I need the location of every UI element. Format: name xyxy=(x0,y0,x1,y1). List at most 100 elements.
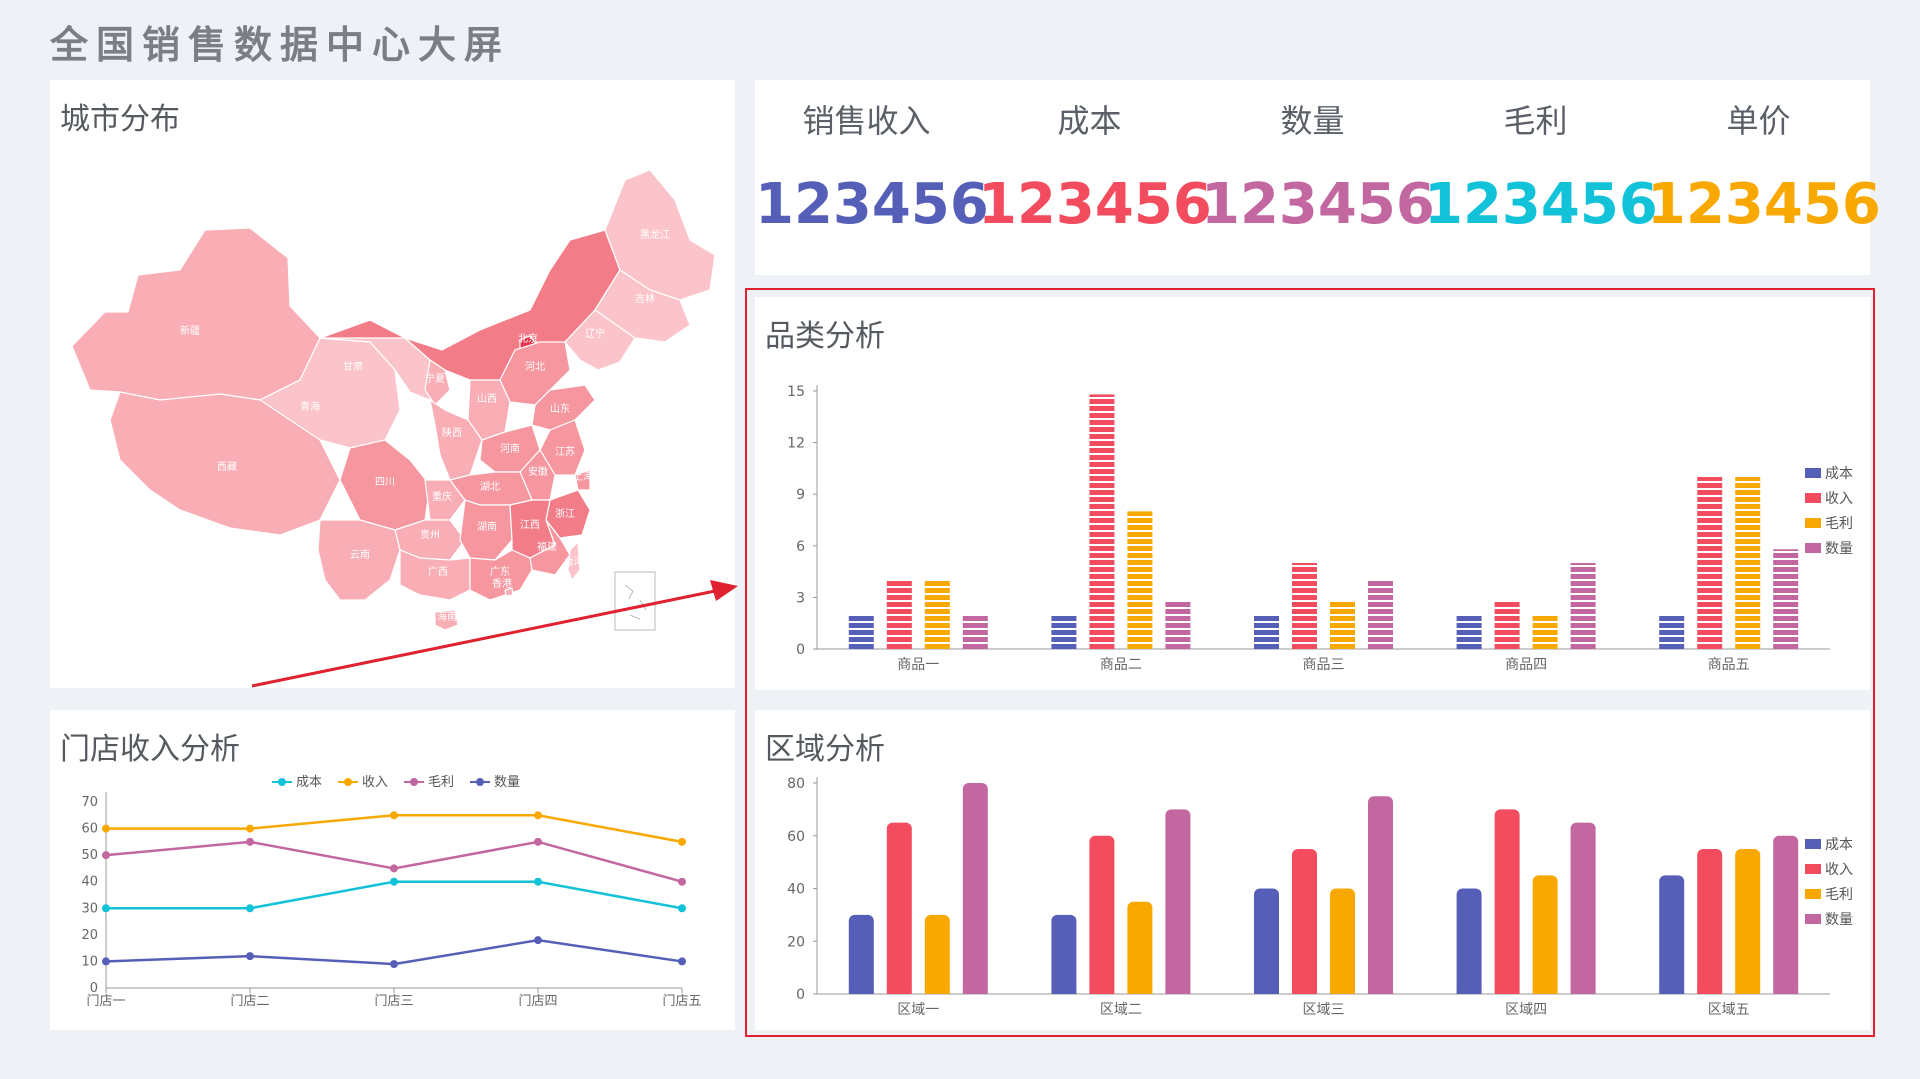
bar-segment xyxy=(1773,630,1799,635)
bar-segment xyxy=(1773,644,1799,649)
data-point xyxy=(534,877,542,886)
bar-segment xyxy=(924,623,950,628)
bar-segment xyxy=(1089,497,1115,502)
bar-成本 xyxy=(1254,888,1279,994)
province-label: 新疆 xyxy=(180,324,200,337)
province-label: 湖北 xyxy=(480,481,500,493)
province-label: 内蒙古 xyxy=(485,284,515,297)
bar-segment xyxy=(1773,574,1799,579)
bar-segment xyxy=(1089,455,1115,460)
bar-segment xyxy=(1089,399,1115,404)
bar-segment xyxy=(1735,574,1761,579)
bar-收入 xyxy=(886,822,912,994)
bar-segment xyxy=(1089,644,1115,649)
bar-segment xyxy=(1494,637,1520,642)
bar-segment xyxy=(1659,623,1685,628)
x-tick-label: 区域一 xyxy=(897,1002,939,1018)
legend-label: 成本 xyxy=(1825,466,1853,482)
bar-segment xyxy=(924,588,950,593)
bar-收入 xyxy=(1089,835,1115,994)
bar-数量 xyxy=(962,783,988,994)
bar-segment xyxy=(962,637,988,642)
bar-segment xyxy=(1089,420,1115,425)
bar-segment xyxy=(1697,546,1723,551)
bar-segment xyxy=(1127,511,1153,516)
bar-segment xyxy=(1570,595,1596,600)
bar-segment xyxy=(1697,490,1723,495)
bar-base xyxy=(1127,988,1153,994)
bar-segment xyxy=(1089,602,1115,607)
bar-收入 xyxy=(1494,602,1520,649)
bar-segment xyxy=(1127,623,1153,628)
bar-segment xyxy=(886,637,912,642)
province-label: 上海 xyxy=(573,470,593,483)
legend-label: 成本 xyxy=(1825,837,1853,853)
south-sea-islands xyxy=(624,584,647,620)
kpi-value: 123456 xyxy=(1201,172,1435,237)
bar-segment xyxy=(1735,546,1761,551)
bar-segment xyxy=(1532,630,1558,635)
province-label: 河北 xyxy=(525,361,545,373)
x-tick-label: 区域五 xyxy=(1708,1002,1750,1018)
data-point xyxy=(246,952,254,961)
x-tick-label: 商品一 xyxy=(897,657,939,673)
y-tick-label: 30 xyxy=(81,901,98,916)
bar-毛利 xyxy=(1127,511,1153,649)
legend-label: 收入 xyxy=(1825,862,1853,878)
x-tick-label: 门店三 xyxy=(374,994,413,1009)
y-tick-label: 20 xyxy=(81,928,98,943)
bar-segment xyxy=(1735,567,1761,572)
data-point xyxy=(102,904,110,913)
bar-segment xyxy=(1292,637,1317,642)
province-上海 xyxy=(574,469,591,491)
bar-segment xyxy=(1570,637,1596,642)
bar-segment xyxy=(1368,623,1393,628)
bar-segment xyxy=(886,595,912,600)
bar-segment xyxy=(1089,567,1115,572)
bar-segment xyxy=(1735,560,1761,565)
bar-segment xyxy=(1773,602,1799,607)
bar-segment xyxy=(1735,553,1761,558)
store-line-chart: 0 10 20 30 40 50 60 70 门店一 门店二 门店三 门店四 门店五 成本 收入 毛利 数量 xyxy=(81,775,701,1009)
bar-segment xyxy=(1697,581,1723,586)
bar-segment xyxy=(1570,563,1596,565)
legend-marker xyxy=(476,778,484,786)
province-label: 广东 xyxy=(490,565,510,578)
bar-segment xyxy=(1659,644,1685,649)
kpi-label: 单价 xyxy=(1726,102,1791,140)
bar-segment xyxy=(1089,490,1115,495)
bar-segment xyxy=(1570,567,1596,572)
bar-数量 xyxy=(1368,796,1393,994)
bar-segment xyxy=(1456,630,1482,635)
bar-segment xyxy=(1735,609,1761,614)
bar-毛利 xyxy=(924,914,950,994)
province-label: 江西 xyxy=(520,519,540,531)
bar-segment xyxy=(1735,511,1761,516)
bar-segment xyxy=(1697,511,1723,516)
bar-base xyxy=(1330,988,1355,994)
bar-segment xyxy=(1330,616,1355,621)
store-chart-title: 门店收入分析 xyxy=(60,732,240,767)
x-tick-label: 门店五 xyxy=(662,994,701,1009)
legend-label: 收入 xyxy=(362,775,388,790)
province-label: 贵州 xyxy=(420,528,440,541)
data-point xyxy=(390,811,398,820)
bar-segment xyxy=(1292,623,1317,628)
bar-segment xyxy=(886,588,912,593)
bar-segment xyxy=(886,630,912,635)
province-label: 浙江 xyxy=(555,508,575,520)
data-point xyxy=(678,904,686,913)
x-tick-label: 商品三 xyxy=(1303,657,1345,673)
bar-segment xyxy=(1089,394,1115,397)
province-label: 台湾 xyxy=(564,555,584,568)
bar-segment xyxy=(1773,609,1799,614)
bar-收入 xyxy=(1697,848,1723,994)
data-point xyxy=(678,877,686,886)
store-revenue-panel: 门店收入分析 0 10 20 30 40 50 60 70 门店一 门店二 门店三 门店四 门店五 成本 收… xyxy=(50,710,735,1030)
bar-segment xyxy=(1165,616,1191,621)
bar-segment xyxy=(1089,504,1115,509)
bar-segment xyxy=(848,616,874,621)
bar-segment xyxy=(1089,616,1115,621)
bar-segment xyxy=(1127,588,1153,593)
